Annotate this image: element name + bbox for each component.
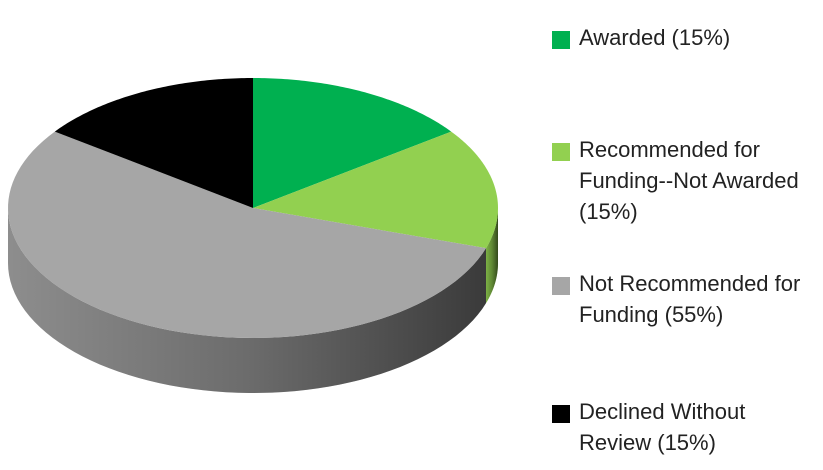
slice <box>8 131 487 338</box>
legend-label: Awarded (15%) <box>579 25 731 50</box>
legend-swatch <box>552 143 570 161</box>
legend-swatch <box>552 31 570 49</box>
legend-label: Recommended for Funding--Not Awarded (15… <box>579 137 799 224</box>
legend-item: Awarded (15%) <box>552 22 802 53</box>
legend-swatch <box>552 405 570 423</box>
legend-item: Not Recommended for Funding (55%) <box>552 268 802 330</box>
legend-swatch <box>552 277 570 295</box>
legend-item: Recommended for Funding--Not Awarded (15… <box>552 134 802 227</box>
legend-label: Declined Without Review (15%) <box>579 399 746 455</box>
pie-plot <box>8 78 498 393</box>
legend-label: Not Recommended for Funding (55%) <box>579 271 801 327</box>
slice <box>253 131 498 249</box>
slice-side-shade <box>486 208 498 304</box>
legend-item: Declined Without Review (15%) <box>552 396 802 458</box>
slice <box>253 78 452 208</box>
slice-side-shade <box>8 208 487 393</box>
slice <box>54 78 254 208</box>
